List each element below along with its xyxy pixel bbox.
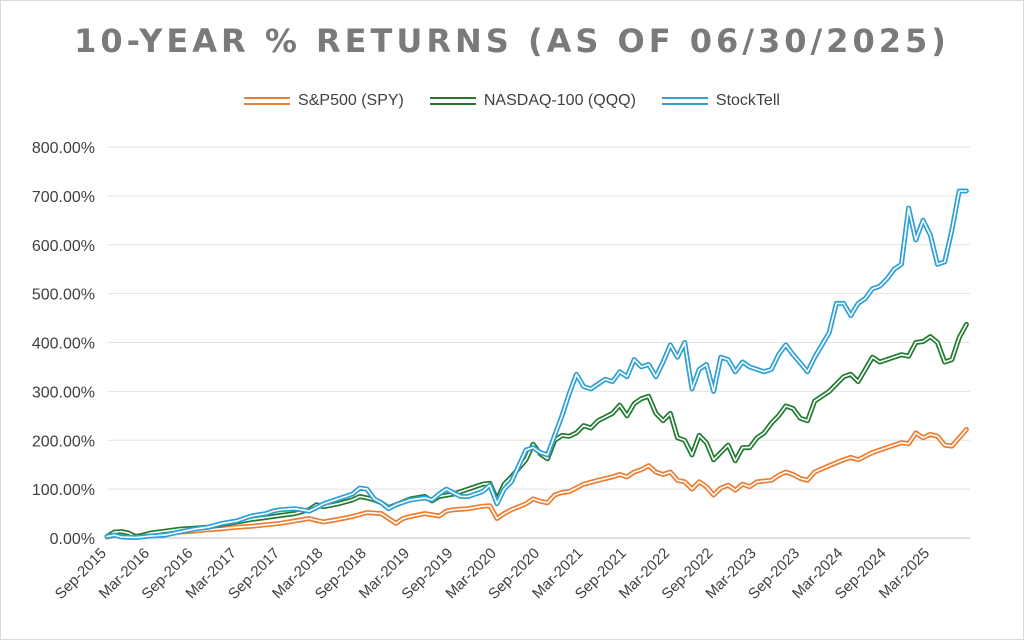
y-tick-label: 600.00% [32,238,95,255]
legend-item: NASDAQ-100 (QQQ) [429,92,636,110]
y-tick-label: 200.00% [32,433,95,450]
legend-item: S&P500 (SPY) [244,92,404,110]
chart-title: 10-YEAR % RETURNS (AS OF 06/30/2025) [74,22,950,60]
legend-label: NASDAQ-100 (QQQ) [483,92,636,109]
series-line-inner-0 [106,428,968,538]
legend-swatch [661,97,708,105]
legend-label: S&P500 (SPY) [298,92,404,109]
series-line-2 [104,188,969,540]
y-tick-label: 800.00% [32,140,95,157]
legend-swatch [244,97,291,105]
y-tick-label: 0.00% [50,531,95,548]
series-line-inner-1 [106,323,968,538]
y-tick-label: 300.00% [32,384,95,401]
legend: S&P500 (SPY) NASDAQ-100 (QQQ) StockTell [0,92,1024,110]
y-tick-label: 100.00% [32,482,95,499]
legend-label: StockTell [715,92,780,109]
y-tick-label: 700.00% [32,189,95,206]
y-tick-label: 400.00% [32,336,95,353]
y-tick-label: 500.00% [32,287,95,304]
legend-swatch [429,97,476,105]
series-line-1 [104,321,969,540]
series-line-inner-2 [106,190,968,539]
legend-item: StockTell [661,92,780,110]
